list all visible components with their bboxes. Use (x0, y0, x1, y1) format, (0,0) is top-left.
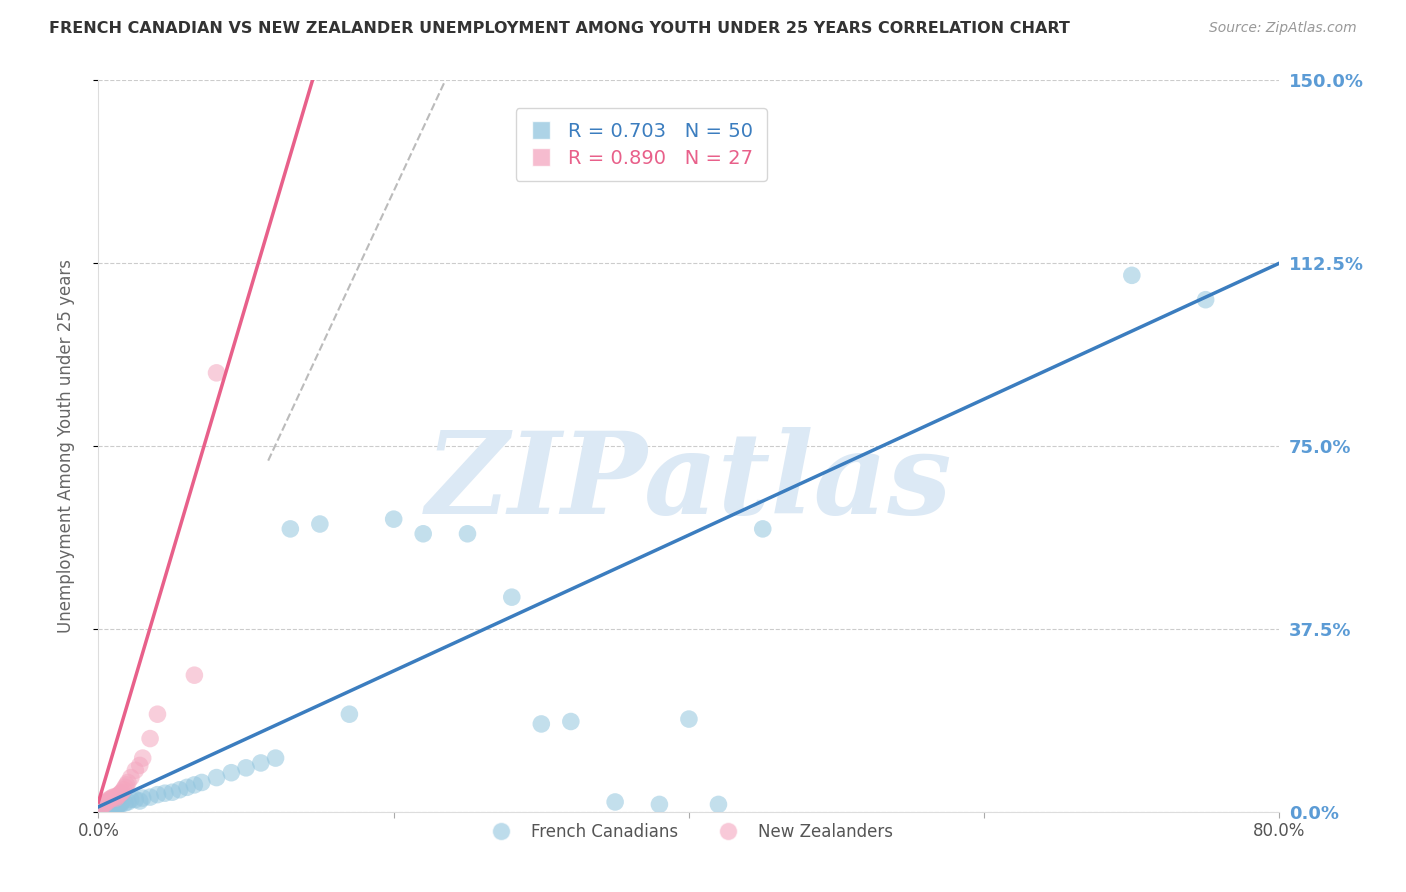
Point (128, 794, 150, 808)
Point (107, 789, 129, 804)
Point (108, 788, 131, 802)
Point (105, 791, 128, 805)
Point (139, 731, 162, 746)
Point (100, 791, 122, 805)
Point (457, 526, 479, 541)
Point (309, 516, 332, 531)
Point (132, 791, 155, 805)
Legend: French Canadians, New Zealanders: French Canadians, New Zealanders (478, 816, 900, 847)
Point (183, 668, 205, 682)
Point (605, 795, 627, 809)
Point (107, 798, 129, 813)
Point (97, 801, 120, 815)
Point (124, 764, 146, 778)
Point (280, 522, 302, 536)
Point (97, 792, 120, 806)
Text: Source: ZipAtlas.com: Source: ZipAtlas.com (1209, 21, 1357, 35)
Point (169, 782, 191, 797)
Point (382, 512, 405, 526)
Point (114, 796, 136, 810)
Point (191, 775, 214, 789)
Point (530, 717, 553, 731)
Point (250, 756, 273, 770)
Point (707, 797, 730, 812)
Point (205, 771, 228, 785)
Point (103, 800, 125, 814)
Point (96, 802, 118, 816)
Point (100, 801, 122, 815)
Point (560, 714, 582, 729)
Text: FRENCH CANADIAN VS NEW ZEALANDER UNEMPLOYMENT AMONG YOUTH UNDER 25 YEARS CORRELA: FRENCH CANADIAN VS NEW ZEALANDER UNEMPLO… (49, 21, 1070, 36)
Point (1121, 268, 1143, 283)
Point (339, 707, 361, 722)
Point (115, 778, 138, 792)
Point (648, 797, 671, 812)
Point (1195, 293, 1218, 307)
Point (153, 786, 176, 800)
Point (117, 775, 139, 789)
Point (183, 778, 205, 792)
Point (114, 780, 136, 795)
Point (90, 802, 112, 816)
Point (91, 802, 114, 816)
Point (91, 797, 114, 812)
Point (117, 795, 139, 809)
Point (235, 761, 257, 775)
Point (98, 792, 121, 806)
Point (110, 797, 132, 812)
Point (146, 788, 169, 802)
Point (120, 792, 142, 806)
Point (120, 771, 142, 785)
Point (678, 712, 700, 726)
Point (139, 790, 162, 805)
Point (108, 797, 131, 812)
Text: ZIPatlas: ZIPatlas (426, 427, 952, 538)
Point (93, 797, 115, 812)
Point (132, 751, 155, 765)
Y-axis label: Unemployment Among Youth under 25 years: Unemployment Among Youth under 25 years (56, 259, 75, 633)
Point (162, 785, 183, 799)
Point (221, 765, 243, 780)
Point (176, 780, 198, 795)
Point (124, 792, 146, 806)
Point (104, 800, 127, 814)
Point (412, 526, 434, 541)
Point (94, 801, 117, 815)
Point (93, 802, 115, 816)
Point (205, 366, 228, 380)
Point (111, 785, 134, 799)
Point (98, 801, 121, 815)
Point (752, 522, 775, 536)
Point (110, 786, 132, 800)
Point (264, 751, 287, 765)
Point (501, 590, 523, 604)
Point (112, 782, 135, 797)
Point (104, 790, 127, 805)
Point (103, 790, 125, 805)
Point (94, 795, 117, 809)
Point (105, 798, 128, 813)
Point (96, 795, 118, 809)
Point (128, 758, 150, 772)
Point (146, 707, 169, 722)
Point (90, 800, 112, 814)
Point (111, 795, 134, 809)
